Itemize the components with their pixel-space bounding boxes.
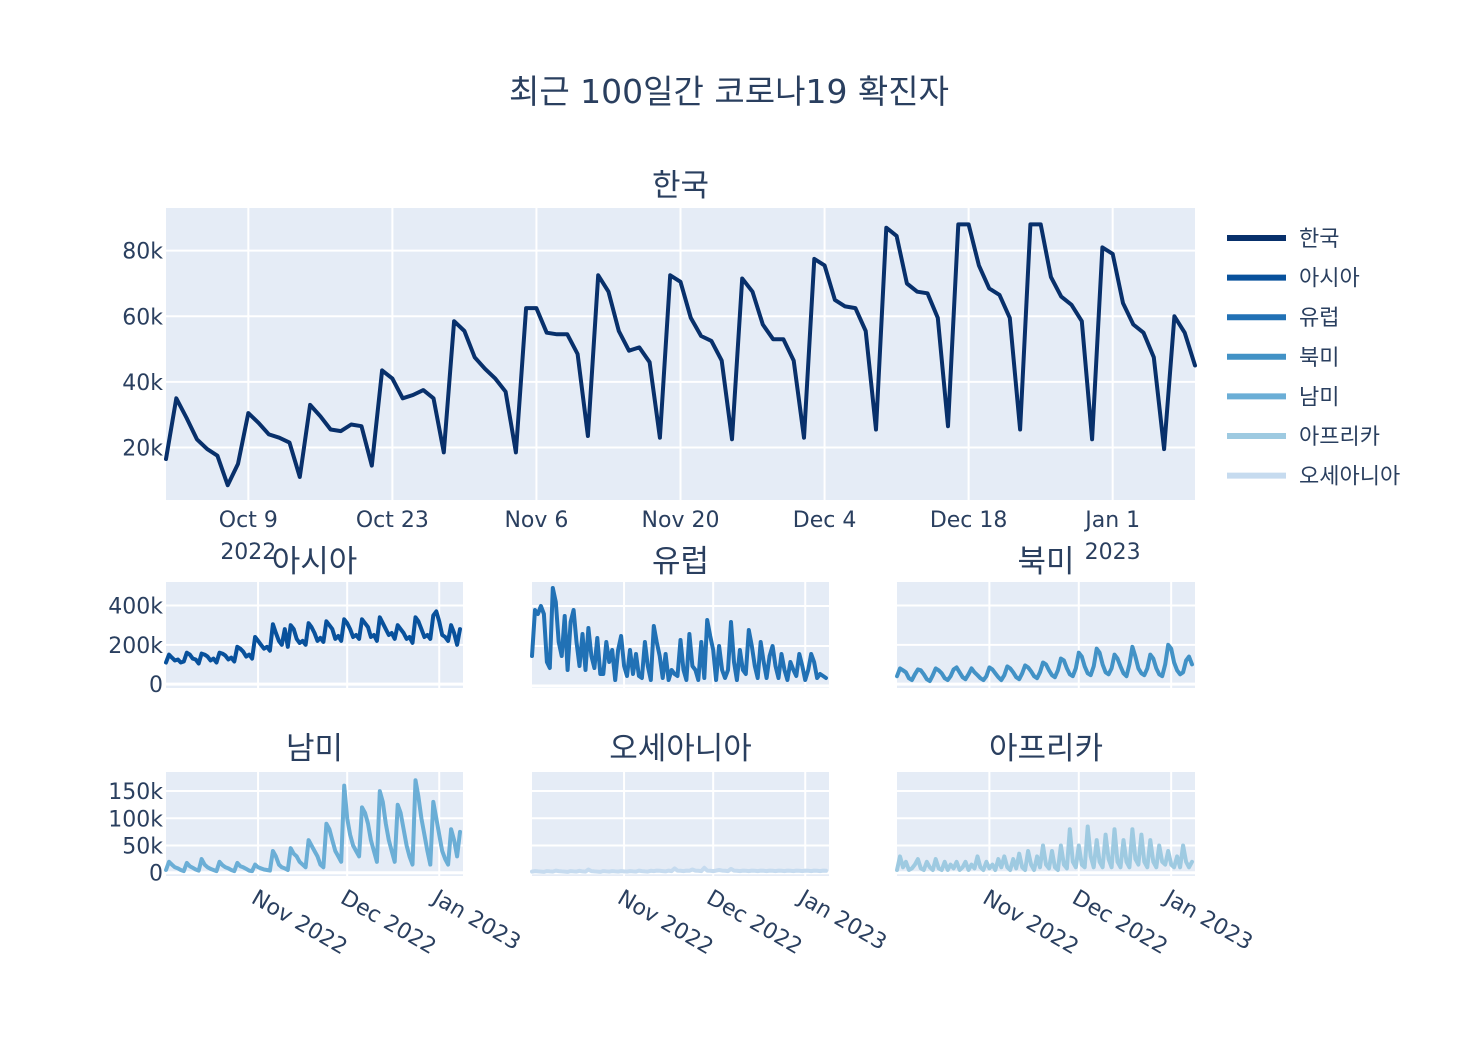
subplot-oceania-x-tick-label: Jan 2023 [793, 885, 891, 956]
legend-item-1[interactable]: 아시아 [1227, 267, 1360, 292]
subplot-europe: 유럽 [530, 544, 829, 688]
subplot-korea-title: 한국 [652, 168, 709, 204]
subplot-korea-y-tick-label: 80k [122, 240, 163, 265]
subplot-africa-x-tick-label: Nov 2022 [978, 886, 1082, 961]
subplot-asia-y-tick-label: 0 [149, 673, 163, 698]
legend-item-3[interactable]: 북미 [1227, 346, 1339, 371]
subplot-southamerica-series-line [164, 778, 462, 874]
subplot-southamerica-y-tick-label: 0 [149, 862, 163, 887]
subplot-southamerica-x-tick-label: Dec 2022 [336, 886, 440, 960]
subplot-europe-series-line [530, 586, 828, 682]
legend-label: 북미 [1299, 346, 1339, 371]
subplot-korea-series-line [164, 222, 1197, 488]
subplot-korea-y-tick-label: 60k [122, 305, 163, 330]
legend-item-5[interactable]: 아프리카 [1227, 425, 1380, 450]
subplot-korea-x-tick-label: Dec 4 [793, 508, 857, 533]
subplot-oceania-plot-area [532, 772, 829, 876]
subplot-korea-x-tick-label: Oct 23 [356, 508, 429, 533]
subplot-africa-x-tick-label: Jan 2023 [1158, 885, 1256, 956]
subplot-korea-x-tick-year: 2023 [1085, 540, 1141, 565]
subplot-southamerica-title: 남미 [286, 731, 343, 767]
subplot-europe-title: 유럽 [652, 544, 709, 580]
legend-item-0[interactable]: 한국 [1227, 227, 1339, 252]
subplot-oceania-series-line [530, 865, 828, 874]
subplot-northamerica-title: 북미 [1017, 544, 1074, 580]
subplot-asia-title: 아시아 [272, 544, 358, 580]
subplot-korea-x-tick-label: Nov 20 [642, 508, 720, 533]
subplot-korea-x-tick-label: Oct 9 [219, 508, 278, 533]
subplot-southamerica-x-tick-label: Nov 2022 [247, 886, 351, 961]
legend-item-6[interactable]: 오세아니아 [1227, 465, 1400, 490]
legend-label: 유럽 [1299, 306, 1339, 331]
subplot-korea-x-tick-label: Jan 1 [1083, 508, 1140, 533]
subplot-korea-y-tick-label: 40k [122, 371, 163, 396]
subplot-oceania-title: 오세아니아 [609, 731, 752, 767]
subplot-southamerica-x-tick-label: Jan 2023 [427, 885, 525, 956]
legend-label: 한국 [1299, 227, 1339, 252]
subplot-southamerica-y-tick-label: 150k [108, 780, 163, 805]
subplot-southamerica-y-tick-label: 100k [108, 807, 163, 832]
chart-title: 최근 100일간 코로나19 확진자 [509, 72, 949, 111]
legend-label: 아시아 [1299, 267, 1360, 292]
subplot-korea-y-tick-label: 20k [122, 437, 163, 462]
subplot-korea-x-tick-label: Nov 6 [504, 508, 568, 533]
legend-label: 아프리카 [1299, 425, 1380, 450]
subplot-asia-series-line [164, 609, 462, 666]
subplot-oceania-x-tick-label: Dec 2022 [702, 886, 806, 960]
subplot-oceania-x-tick-label: Nov 2022 [613, 886, 717, 961]
subplot-africa-series-line [895, 824, 1194, 872]
subplot-korea-x-tick-year: 2022 [220, 540, 276, 565]
legend-item-4[interactable]: 남미 [1227, 385, 1339, 410]
subplot-korea-x-tick-label: Dec 18 [930, 508, 1008, 533]
legend-label: 남미 [1299, 385, 1339, 410]
legend-label: 오세아니아 [1299, 465, 1400, 490]
subplot-asia-y-tick-label: 400k [108, 595, 163, 620]
subplot-northamerica-series-line [895, 642, 1194, 684]
subplots: 한국 20k 40k 60k 80k Oct 9 2022 Oct 23 Nov 6 Nov 20… [108, 168, 1256, 960]
subplot-southamerica-y-tick-label: 50k [122, 835, 163, 860]
subplot-northamerica: 북미 [895, 544, 1195, 688]
subplot-asia-y-tick-label: 200k [108, 634, 163, 659]
subplot-africa-title: 아프리카 [989, 731, 1103, 767]
subplot-korea: 한국 20k 40k 60k 80k Oct 9 2022 Oct 23 Nov 6 Nov 20… [122, 168, 1197, 565]
subplot-asia: 아시아 0 200k 400k [108, 544, 463, 698]
subplot-africa-x-tick-label: Dec 2022 [1068, 886, 1172, 960]
legend-item-2[interactable]: 유럽 [1227, 306, 1339, 331]
